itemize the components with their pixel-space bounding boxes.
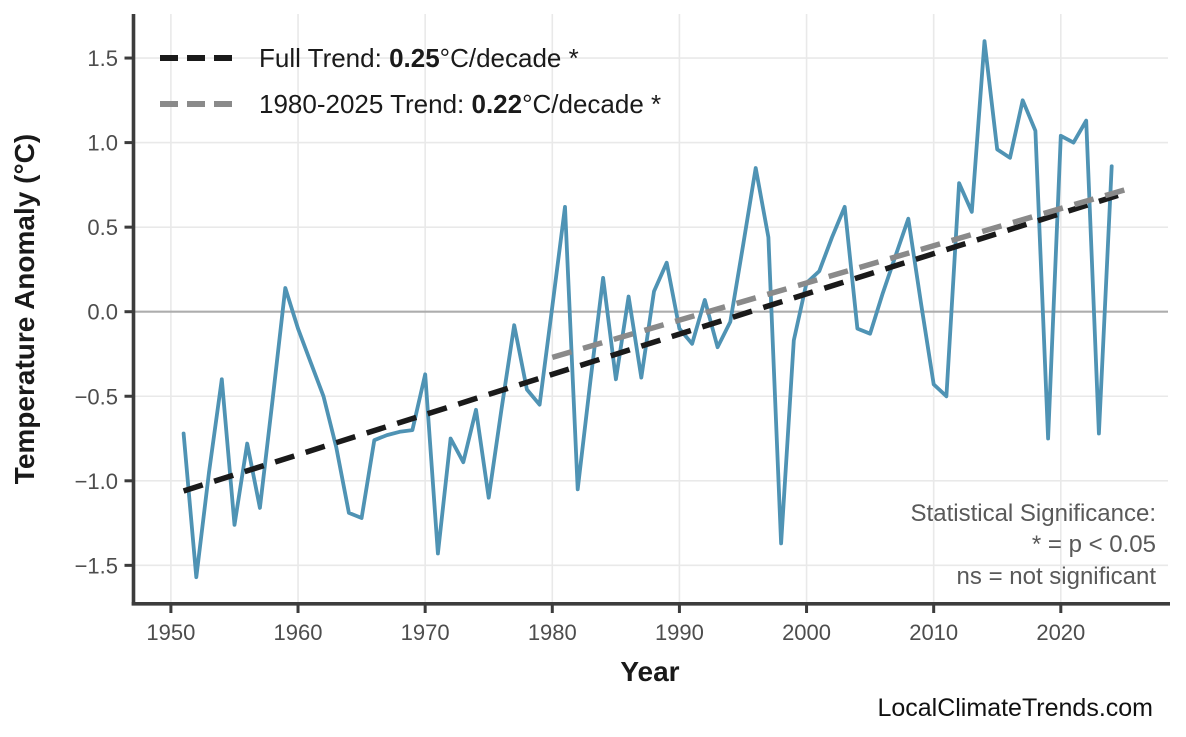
data-series [181,39,1126,580]
watermark: LocalClimateTrends.com [877,694,1153,722]
annotation-title: Statistical Significance: [911,500,1156,527]
recent-trend-dashed-line [551,187,1126,360]
x-tick-label: 1970 [401,620,450,645]
y-tick-label: −1.5 [75,553,118,578]
x-tick-label: 1950 [146,620,195,645]
full-trend-dashed-line [182,190,1126,494]
axes [131,14,1170,606]
x-tick-label: 2020 [1036,620,1085,645]
x-axis-title: Year [620,656,679,687]
y-axis-title: Temperature Anomaly (°C) [9,134,40,484]
y-tick-label: 0.0 [87,300,118,325]
x-tick-label: 1990 [655,620,704,645]
temperature-anomaly-line [181,39,1114,580]
y-tick-label: 0.5 [87,215,118,240]
significance-annotation: Statistical Significance: * = p < 0.05 n… [911,500,1157,590]
annotation-ns: ns = not significant [957,563,1157,590]
full-trend-legend-label: Full Trend: 0.25°C/decade * [259,43,579,73]
x-tick-label: 2000 [782,620,831,645]
y-tick-label: 1.5 [87,46,118,71]
recent-trend-legend-label: 1980-2025 Trend: 0.22°C/decade * [259,89,661,119]
legend: Full Trend: 0.25°C/decade * 1980-2025 Tr… [160,43,661,119]
x-tick-label: 1960 [274,620,323,645]
y-tick-label: −0.5 [75,384,118,409]
x-tick-label: 1980 [528,620,577,645]
axis-ticks-and-labels: 1950 1960 1970 1980 1990 2000 2010 2020 1.5 1.0 0.… [75,46,1086,645]
x-tick-label: 2010 [909,620,958,645]
y-tick-label: 1.0 [87,131,118,156]
annotation-p-value: * = p < 0.05 [1032,531,1156,558]
y-tick-label: −1.0 [75,469,118,494]
